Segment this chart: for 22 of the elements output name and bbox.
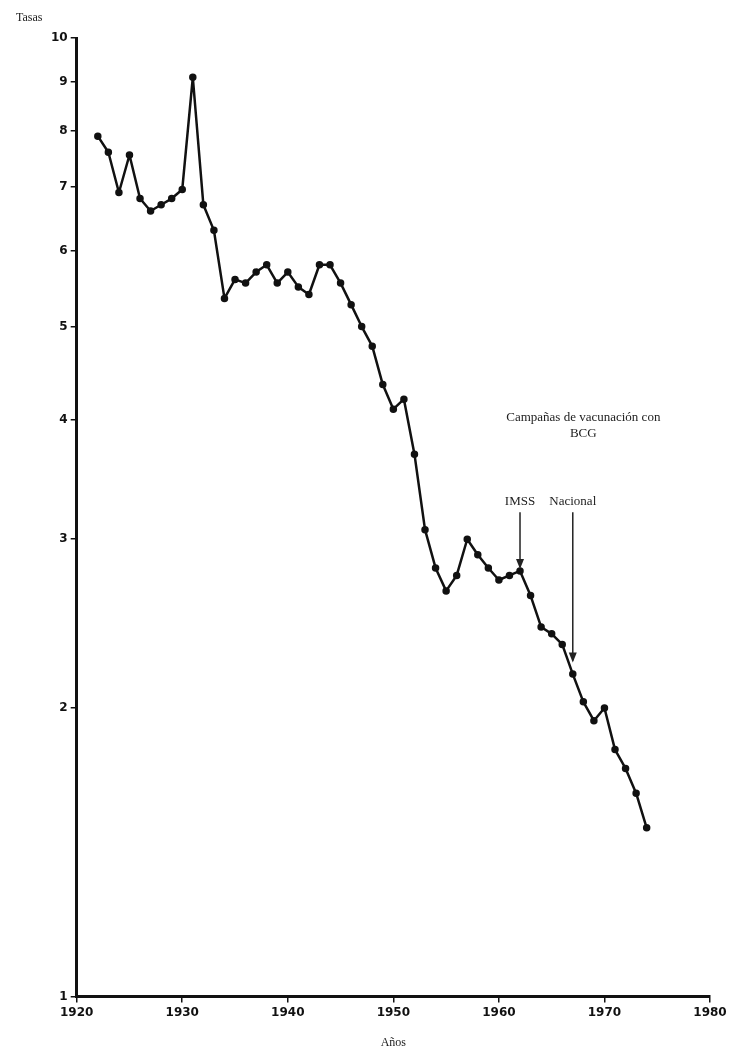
- annotation: Nacional: [549, 493, 597, 509]
- y-tick-label: 5: [59, 318, 68, 333]
- y-tick-label: 2: [59, 700, 68, 715]
- x-tick-label: 1960: [482, 1004, 516, 1019]
- x-tick-label: 1980: [693, 1004, 727, 1019]
- x-tick-label: 1940: [271, 1004, 305, 1019]
- x-tick-label: 1950: [376, 1004, 411, 1019]
- y-tick-label: 9: [59, 73, 68, 88]
- x-axis-title: Años: [380, 1035, 407, 1050]
- x-tick-label: 1970: [587, 1004, 622, 1019]
- y-tick-label: 10: [51, 30, 68, 45]
- y-tick-label: 7: [59, 178, 68, 193]
- x-tick-label: 1920: [60, 1004, 94, 1019]
- y-tick-label: 8: [59, 123, 68, 138]
- y-tick-label: 4: [59, 411, 68, 426]
- annotation: IMSS: [504, 493, 536, 509]
- y-tick-label: 3: [59, 531, 68, 546]
- y-axis-title: Tasas: [16, 10, 43, 25]
- x-tick-label: 1930: [165, 1004, 199, 1019]
- y-tick-label: 1: [59, 988, 68, 1003]
- annotation: Campañas de vacunación con BCG: [505, 409, 662, 442]
- y-tick-label: 6: [59, 242, 68, 257]
